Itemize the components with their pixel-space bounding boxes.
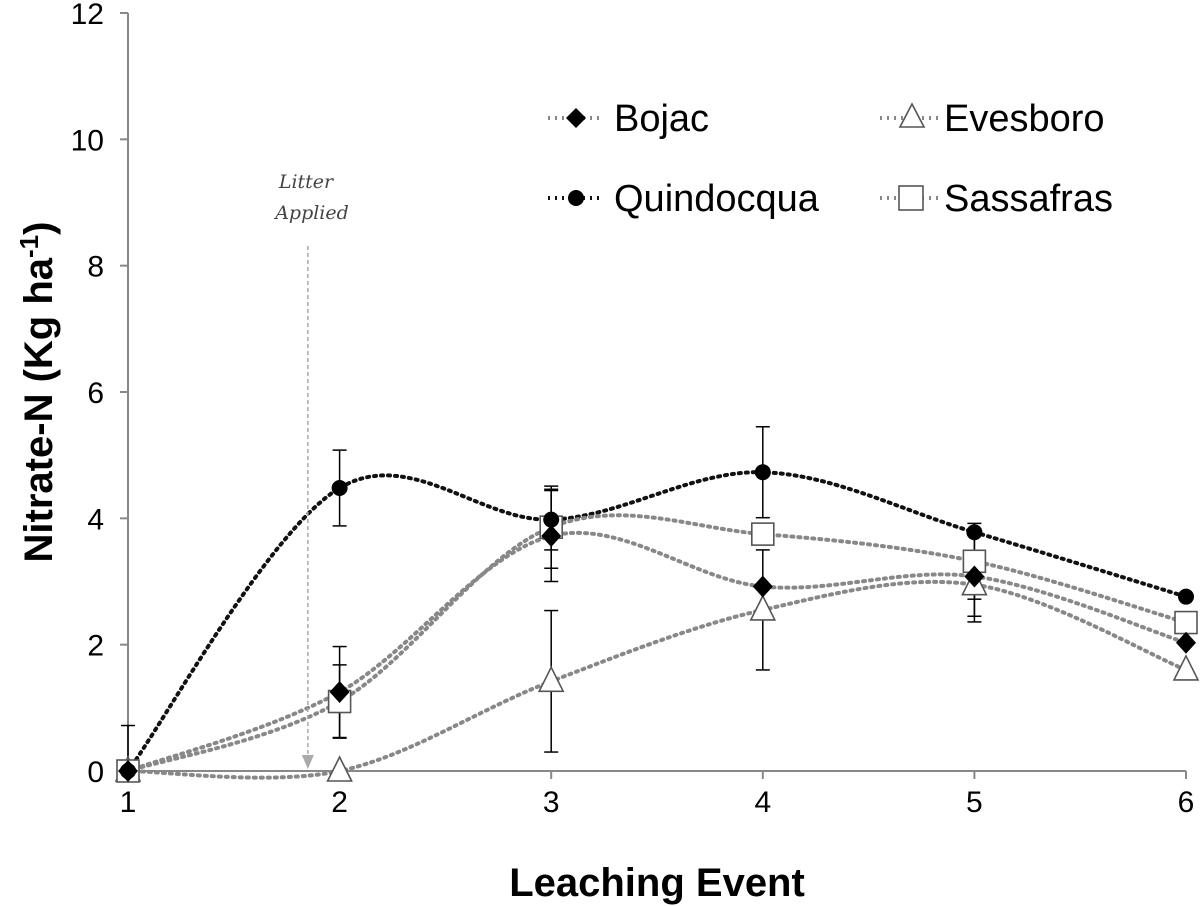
- x-tick-label: 1: [120, 786, 137, 819]
- y-tick-label: 4: [87, 503, 104, 536]
- annotation-arrow-head: [301, 755, 314, 769]
- x-tick-label: 4: [754, 786, 771, 819]
- data-point-evesboro: [749, 594, 777, 621]
- x-axis-title: Leaching Event: [509, 861, 805, 905]
- y-axis-title-close: ): [17, 222, 61, 235]
- legend-item-sassafras: Sassafras: [880, 178, 1113, 220]
- legend-label-bojac: Bojac: [614, 98, 709, 140]
- y-axis-title-superscript: -1: [14, 235, 44, 258]
- x-tick-label: 5: [966, 786, 983, 819]
- y-axis-title-main: Nitrate-N (Kg ha: [17, 257, 61, 562]
- legend-item-evesboro: Evesboro: [880, 98, 1105, 140]
- data-point-evesboro: [537, 665, 565, 693]
- legend-label-sassafras: Sassafras: [944, 178, 1113, 220]
- legend-item-quindocqua: Quindocqua: [548, 178, 820, 220]
- legend-marker-bojac: [566, 108, 586, 128]
- litter-applied-annotation: Litter Applied: [273, 171, 349, 769]
- data-point-quindocqua: [331, 480, 348, 497]
- y-tick-label: 8: [87, 251, 104, 284]
- data-point-bojac: [752, 575, 773, 598]
- y-tick-label: 0: [87, 756, 104, 789]
- legend-marker-sassafras: [898, 185, 924, 211]
- legend-marker-evesboro: [898, 102, 926, 128]
- series-line-bojac: [126, 530, 1188, 773]
- legend: Bojac Evesboro Quindocqua Sassafras: [548, 98, 1113, 220]
- data-point-quindocqua: [543, 511, 560, 528]
- x-tick-label: 3: [543, 786, 560, 819]
- y-tick-label: 2: [87, 630, 104, 663]
- legend-marker-quindocqua: [568, 190, 584, 206]
- data-point-quindocqua: [754, 464, 771, 481]
- data-point-quindocqua: [120, 763, 136, 779]
- x-tick-label: 6: [1178, 786, 1195, 819]
- data-point-bojac: [964, 565, 985, 588]
- legend-label-evesboro: Evesboro: [944, 98, 1105, 140]
- annotation-line-2: Applied: [273, 202, 349, 224]
- y-axis-title: Nitrate-N (Kg ha-1): [14, 222, 61, 563]
- series-line-sassafras: [126, 513, 1188, 773]
- y-tick-label: 12: [71, 0, 104, 31]
- x-tick-label: 2: [331, 786, 348, 819]
- data-point-quindocqua: [966, 524, 983, 541]
- data-point-bojac: [541, 525, 562, 548]
- data-point-sassafras: [750, 522, 775, 546]
- y-tick-label: 6: [87, 377, 104, 410]
- y-tick-label: 10: [71, 124, 104, 157]
- series-line-evesboro: [126, 579, 1188, 780]
- legend-label-quindocqua: Quindocqua: [614, 178, 820, 220]
- legend-item-bojac: Bojac: [548, 98, 709, 140]
- data-point-quindocqua: [1178, 588, 1194, 605]
- annotation-line-1: Litter: [278, 171, 335, 193]
- data-point-bojac: [1176, 631, 1196, 654]
- data-point-evesboro: [326, 755, 353, 782]
- data-point-evesboro: [1172, 654, 1200, 681]
- data-point-bojac: [329, 681, 350, 704]
- data-point-sassafras: [1174, 610, 1198, 635]
